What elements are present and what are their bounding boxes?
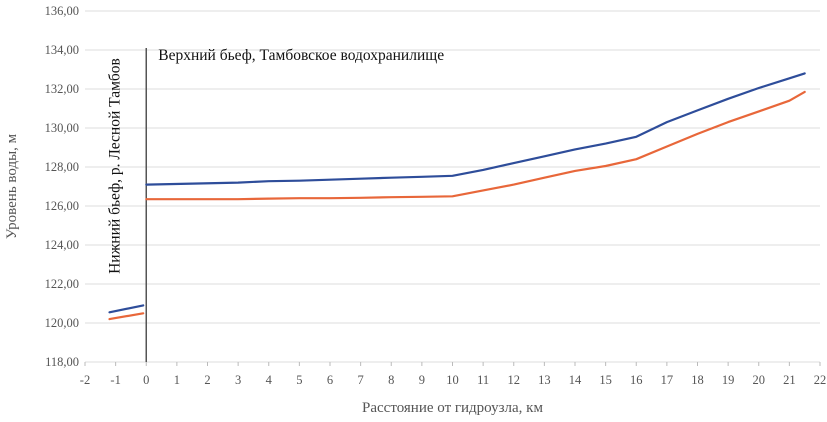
y-tick-label: 124,00 — [45, 238, 79, 252]
x-tick-label: 7 — [358, 373, 364, 387]
x-tick-label: 4 — [266, 373, 273, 387]
y-tick-label: 122,00 — [45, 277, 79, 291]
x-tick-label: 0 — [143, 373, 149, 387]
x-tick-label: -1 — [110, 373, 120, 387]
y-tick-label: 134,00 — [45, 43, 79, 57]
x-tick-label: 8 — [388, 373, 394, 387]
x-tick-label: 19 — [722, 373, 735, 387]
y-axis-title: Уровень воды, м — [4, 133, 20, 239]
series-lines — [108, 72, 806, 321]
series-2-segment-2 — [145, 90, 806, 201]
x-tick-label: 18 — [691, 373, 704, 387]
x-tick-label: 13 — [538, 373, 551, 387]
upstream-annotation: Верхний бьеф, Тамбовское водохранилище — [158, 47, 444, 64]
x-axis-title: Расстояние от гидроузла, км — [362, 400, 543, 416]
x-tick-label: 21 — [783, 373, 796, 387]
x-tick-label: 16 — [630, 373, 643, 387]
series-1-segment-1 — [108, 304, 145, 314]
y-tick-label: 132,00 — [45, 82, 79, 96]
x-tick-label: 9 — [419, 373, 425, 387]
y-tick-label: 130,00 — [45, 121, 79, 135]
grid-lines — [85, 10, 820, 363]
x-tick-label: 6 — [327, 373, 333, 387]
x-axis-ticks: -2 -1 0 1 2 3 4 5 6 7 8 9 10 11 12 13 14 15 16 17 18 19 20 21 22 — [80, 362, 826, 387]
y-tick-label: 126,00 — [45, 199, 79, 213]
x-tick-label: 22 — [814, 373, 827, 387]
y-axis-ticks: 118,00 120,00 122,00 124,00 126,00 128,00 130,… — [45, 4, 79, 369]
y-tick-label: 118,00 — [45, 355, 79, 369]
x-tick-label: 20 — [753, 373, 766, 387]
y-tick-label: 136,00 — [45, 4, 79, 18]
x-tick-label: 1 — [174, 373, 180, 387]
series-2-segment-1 — [108, 312, 145, 321]
x-tick-label: 10 — [446, 373, 459, 387]
x-tick-label: 2 — [204, 373, 210, 387]
y-tick-label: 128,00 — [45, 160, 79, 174]
downstream-annotation: Нижний бьеф, р. Лесной Тамбов — [106, 58, 123, 274]
y-tick-label: 120,00 — [45, 316, 79, 330]
x-tick-label: 5 — [296, 373, 302, 387]
x-tick-label: 11 — [477, 373, 489, 387]
x-tick-label: 14 — [569, 373, 582, 387]
x-tick-label: -2 — [80, 373, 90, 387]
x-tick-label: 12 — [508, 373, 521, 387]
x-tick-label: 15 — [599, 373, 612, 387]
series-1-segment-2 — [145, 72, 806, 186]
x-tick-label: 3 — [235, 373, 241, 387]
x-tick-label: 17 — [661, 373, 674, 387]
